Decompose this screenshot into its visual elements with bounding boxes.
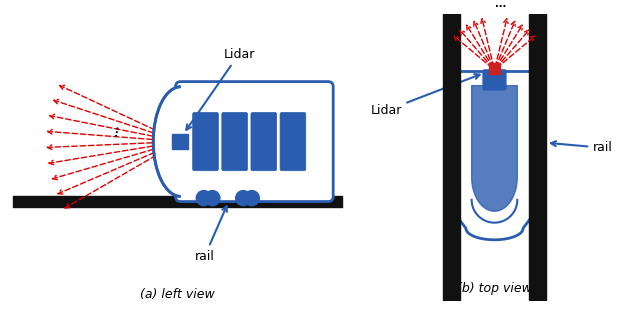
Text: (a) left view: (a) left view (140, 288, 214, 300)
Circle shape (205, 191, 220, 206)
Polygon shape (472, 86, 517, 211)
Text: rail: rail (551, 141, 613, 154)
Circle shape (236, 191, 251, 206)
FancyBboxPatch shape (280, 112, 306, 171)
Bar (489, 63, 500, 74)
FancyBboxPatch shape (222, 112, 248, 171)
Text: ...: ... (109, 123, 121, 136)
Circle shape (244, 191, 259, 206)
Bar (172, 134, 188, 149)
Text: (b) top view: (b) top view (457, 282, 532, 295)
FancyBboxPatch shape (483, 70, 506, 90)
Polygon shape (458, 71, 532, 240)
Text: ...: ... (495, 0, 506, 9)
FancyBboxPatch shape (175, 82, 333, 202)
FancyBboxPatch shape (251, 112, 276, 171)
Text: Lidar: Lidar (186, 48, 255, 130)
Text: rail: rail (195, 206, 227, 263)
FancyBboxPatch shape (193, 112, 218, 171)
Text: Lidar: Lidar (371, 74, 480, 117)
Circle shape (196, 191, 211, 206)
Polygon shape (153, 87, 180, 197)
